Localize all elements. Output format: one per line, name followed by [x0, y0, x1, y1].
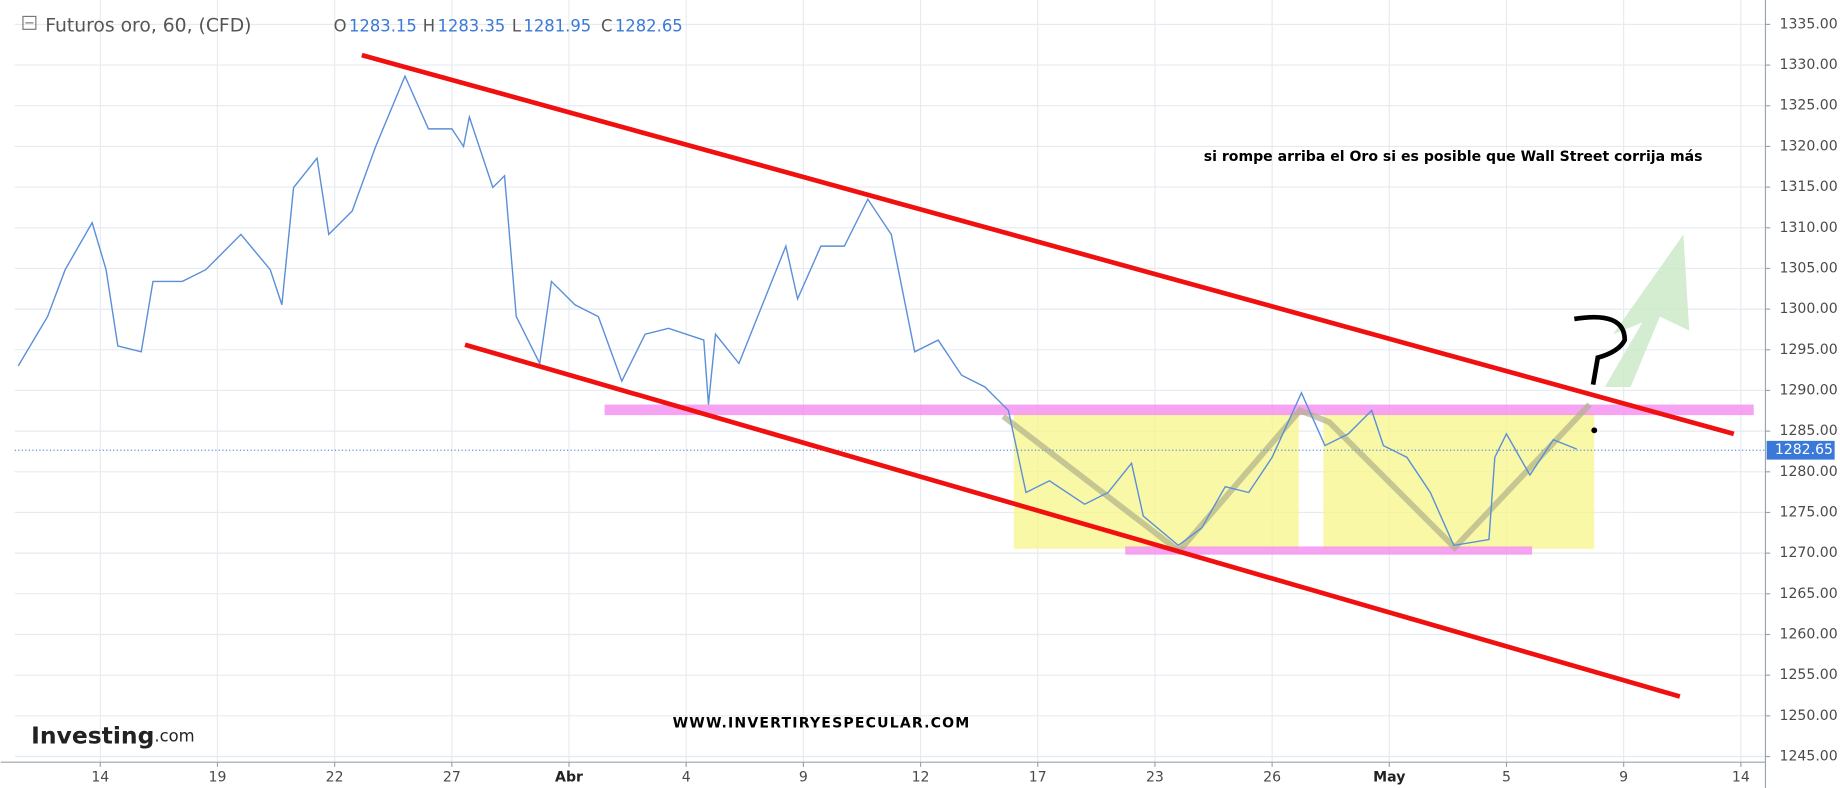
price-axis [1765, 0, 1840, 788]
logo: Investing.com [31, 721, 195, 749]
x-tick-label: 14 [1732, 769, 1750, 785]
y-tick-label: 1300.00 [1780, 301, 1838, 317]
x-tick-label: 4 [682, 769, 691, 785]
ohlc-value: 1283.15 [349, 16, 417, 35]
y-tick-label: 1330.00 [1780, 57, 1838, 73]
ohlc-key: L [512, 16, 522, 35]
grid [14, 0, 1766, 763]
logo-suffix: .com [154, 726, 194, 745]
x-tick-label: 22 [326, 769, 344, 785]
x-tick-label: 9 [1619, 769, 1628, 785]
last-price-label: 1282.65 [1775, 442, 1833, 458]
last-price-box [1766, 440, 1835, 460]
y-tick-label: 1250.00 [1780, 708, 1838, 724]
ohlc-value: 1282.65 [615, 16, 683, 35]
ohlc-legend: O 1283.15 H 1283.35 L 1281.95 C 1282.65 [334, 16, 683, 35]
watermark: WWW.INVERTIRYESPECULAR.COM [673, 716, 971, 732]
x-tick-label: 26 [1263, 769, 1281, 785]
highlight-box [1323, 412, 1595, 549]
x-tick-label: 9 [799, 769, 808, 785]
chart-title: Futuros oro, 60, (CFD) [45, 15, 251, 36]
channel-bottom [464, 342, 1681, 699]
ohlc-key: H [423, 16, 435, 35]
question-dot [1591, 427, 1598, 434]
series-layer [14, 74, 1766, 547]
y-tick-label: 1280.00 [1780, 464, 1838, 480]
x-tick-label: 12 [912, 769, 930, 785]
collapse-icon[interactable] [22, 15, 37, 30]
ohlc-key: O [334, 16, 347, 35]
axes: 1245.00 1250.00 1255.00 1260.00 1265.00 1270.… [91, 16, 1837, 785]
ohlc-key: C [601, 16, 612, 35]
y-tick-label: 1315.00 [1780, 179, 1838, 195]
y-tick-label: 1320.00 [1780, 138, 1838, 154]
y-tick-label: 1245.00 [1780, 749, 1838, 765]
y-tick-label: 1305.00 [1780, 260, 1838, 276]
x-tick-label: 5 [1502, 769, 1511, 785]
support-band [1125, 546, 1533, 555]
ohlc-value: 1283.35 [437, 16, 505, 35]
x-tick-label: 27 [443, 769, 461, 785]
y-tick-label: 1310.00 [1780, 220, 1838, 236]
y-tick-label: 1255.00 [1780, 667, 1838, 683]
y-tick-label: 1285.00 [1780, 423, 1838, 439]
x-tick-label: Abr [555, 769, 583, 785]
x-tick-label: 19 [209, 769, 227, 785]
x-tick-label: May [1373, 769, 1405, 785]
y-tick-label: 1295.00 [1780, 342, 1838, 358]
y-tick-label: 1335.00 [1780, 16, 1838, 32]
ohlc-value: 1281.95 [523, 16, 591, 35]
y-tick-label: 1325.00 [1780, 98, 1838, 114]
y-tick-label: 1265.00 [1780, 586, 1838, 602]
up-arrow [1604, 234, 1690, 387]
y-tick-label: 1290.00 [1780, 382, 1838, 398]
logo-brand: Investing [31, 721, 154, 749]
y-tick-label: 1260.00 [1780, 626, 1838, 642]
resistance-band [604, 404, 1754, 416]
w-pattern [1001, 402, 1592, 556]
question-mark [1573, 314, 1628, 386]
y-tick-label: 1275.00 [1780, 504, 1838, 520]
price-line [17, 74, 1578, 547]
annotation: si rompe arriba el Oro si es posible que… [1204, 149, 1703, 165]
x-tick-label: 17 [1029, 769, 1047, 785]
x-tick-label: 23 [1146, 769, 1164, 785]
channel-top [361, 52, 1735, 437]
y-tick-label: 1270.00 [1780, 545, 1838, 561]
x-tick-label: 14 [91, 769, 109, 785]
